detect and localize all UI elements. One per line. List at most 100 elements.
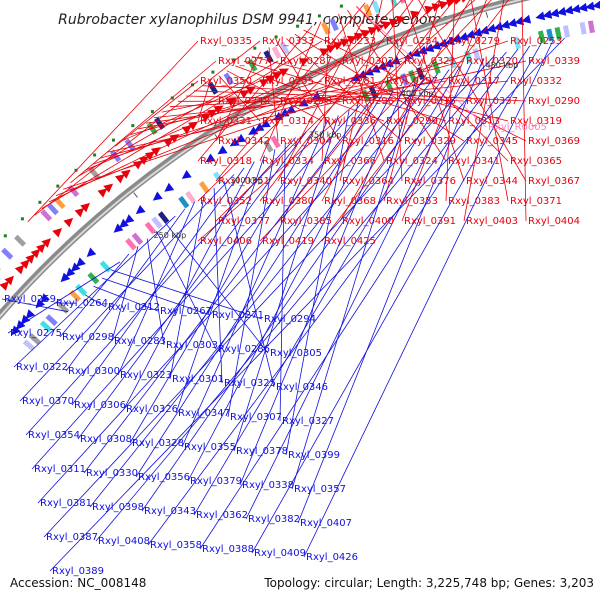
- leader-line: [259, 21, 322, 162]
- reverse-gene-arrow: [521, 14, 532, 24]
- reverse-gene-arrow: [486, 23, 497, 33]
- leader-line: [521, 0, 527, 222]
- reverse-cog-block: [384, 79, 394, 93]
- leader-line: [470, 0, 509, 202]
- gc-marker: [150, 110, 154, 114]
- ruler-tick: [214, 134, 219, 140]
- reverse-cog-block: [39, 320, 53, 333]
- leader-line: [185, 95, 403, 102]
- gene-label: Rxyl_0279: [448, 36, 500, 47]
- kbp-ruler: 250 kbp 300 kbp 350 kbp 400 kbp 450 kbp: [133, 11, 519, 240]
- reverse-cog-block: [537, 30, 546, 44]
- gene-label: Rxyl_0311: [34, 464, 86, 475]
- forward-gene-arrow: [333, 42, 344, 51]
- reverse-cog-block: [554, 26, 562, 40]
- forward-cog-block: [247, 58, 258, 72]
- gene-label: Rxyl_0383: [448, 196, 500, 207]
- genome-title: Rubrobacter xylanophilus DSM 9941, compl…: [58, 12, 450, 28]
- gene-label: Rxyl_0391: [404, 216, 456, 227]
- gene-label: Rxyl_0356: [138, 472, 190, 483]
- gene-label: Rxyl_0255: [262, 76, 314, 87]
- gc-marker: [274, 35, 278, 39]
- reverse-cog-block: [69, 289, 82, 302]
- leader-line: [1, 298, 69, 313]
- reverse-cog-block: [270, 135, 281, 149]
- gene-label: Rxyl_0325: [224, 378, 276, 389]
- leader-line: [268, 47, 279, 142]
- forward-gene-arrow: [340, 39, 351, 48]
- gc-marker: [131, 124, 135, 128]
- leader-line: [194, 90, 465, 102]
- leader-line: [291, 81, 416, 490]
- leader-line: [202, 85, 527, 102]
- label-leader-lines: [1, 0, 565, 572]
- reverse-cog-block: [562, 25, 571, 38]
- gene-label: Rxyl_0347: [178, 408, 230, 419]
- gene-label: Rxyl_0366: [324, 156, 376, 167]
- gene-label: Rxyl_0377: [218, 216, 270, 227]
- gene-label: Rxyl_0290: [528, 96, 580, 107]
- gene-label: Rxyl_0286: [218, 344, 270, 355]
- gene-label: Rxyl_0254: [386, 36, 438, 47]
- gene-label: Rxyl_0313: [448, 116, 500, 127]
- gene-label: Rxyl_0341: [448, 156, 500, 167]
- gene-label: Rxyl_0340: [280, 176, 332, 187]
- forward-gene-arrow: [52, 228, 62, 238]
- leader-line: [218, 75, 261, 122]
- gene-label: Rxyl_0364: [342, 176, 394, 187]
- reverse-gene-arrow: [500, 20, 511, 29]
- gene-label: Rxyl_0308: [80, 434, 132, 445]
- leader-line: [285, 38, 403, 142]
- gene-label: Rxyl_0316: [342, 136, 394, 147]
- reverse-cog-block: [45, 314, 58, 327]
- ruler-label: 250 kbp: [154, 231, 187, 240]
- gene-label: Rxyl_0264: [56, 298, 108, 309]
- forward-cog-block: [88, 166, 101, 180]
- forward-cog-block: [67, 184, 80, 198]
- reverse-gene-arrow: [383, 58, 394, 68]
- reverse-cog-block: [28, 333, 41, 345]
- leader-line: [197, 0, 403, 202]
- ruler-tick: [395, 41, 399, 48]
- reverse-gene-arrow: [60, 272, 71, 283]
- leader-line: [161, 100, 217, 113]
- gene-label: Rxyl_0305: [270, 348, 322, 359]
- reverse-cog-block: [144, 221, 157, 235]
- reverse-gene-arrow: [458, 32, 469, 41]
- gc-marker: [296, 24, 300, 28]
- gene-label: Rxyl_0357: [294, 484, 346, 495]
- forward-gene-arrow: [272, 72, 283, 81]
- forward-gene-arrow: [469, 0, 471, 1]
- gene-label: Rxyl_0321: [404, 56, 456, 67]
- reverse-cog-block: [22, 339, 36, 352]
- leader-line: [59, 253, 130, 338]
- gc-marker: [3, 234, 7, 238]
- gene-label: Rxyl_0320: [466, 56, 518, 67]
- leader-line: [123, 161, 255, 410]
- forward-cog-block: [109, 149, 122, 163]
- forward-gene-arrow: [438, 0, 449, 10]
- leader-line: [93, 285, 159, 312]
- reverse-cog-block: [263, 139, 274, 153]
- gene-label: Rxyl_0352: [200, 196, 252, 207]
- leader-line: [37, 77, 427, 504]
- leader-line: [197, 80, 211, 122]
- gene-label: Rxyl_0419: [262, 236, 314, 247]
- gc-marker: [112, 138, 115, 142]
- gene-label: Rxyl_0407: [300, 518, 352, 529]
- reverse-gene-arrow: [514, 16, 525, 26]
- gene-label: Rxyl_0426: [306, 552, 358, 563]
- ruler-label: 450 kbp: [486, 61, 519, 70]
- leader-line: [187, 90, 394, 482]
- leader-line: [181, 120, 328, 448]
- forward-gene-arrow: [326, 45, 337, 54]
- gene-label: Rxyl_0275: [10, 328, 62, 339]
- gene-label: Rxyl_0403: [466, 216, 518, 227]
- leader-line: [297, 58, 484, 524]
- genome-summary-text: Topology: circular; Length: 3,225,748 bp…: [263, 576, 594, 590]
- ruler-label: 350 kbp: [309, 131, 342, 140]
- leader-line: [277, 0, 455, 222]
- gene-label: Rxyl_0335: [200, 36, 252, 47]
- leader-line: [43, 55, 496, 538]
- forward-cog-block: [271, 45, 282, 59]
